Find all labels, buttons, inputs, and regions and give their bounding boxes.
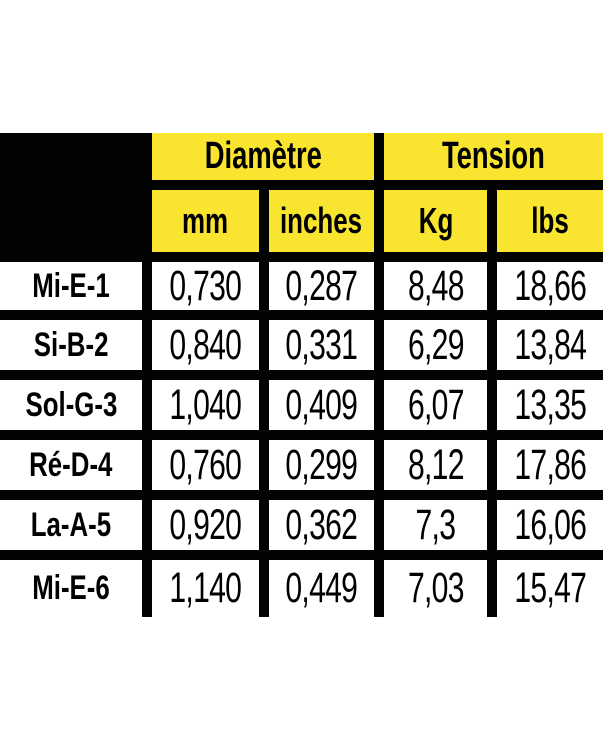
cell-value: 13,35 [514, 380, 587, 429]
cell-value: 0,299 [285, 440, 359, 489]
cell-value: 0,730 [169, 262, 243, 310]
column-header-lbs-label: lbs [531, 200, 569, 241]
string-spec-table: Diamètre Tension mm inches Kg lbs Mi-E-1… [0, 133, 603, 617]
cell-value: 0,449 [285, 564, 359, 612]
cell-kg: 6,29 [384, 320, 487, 370]
cell-value: 0,409 [285, 380, 359, 429]
cell-value: 0,760 [169, 440, 243, 489]
cell-mm: 0,760 [152, 440, 259, 490]
cell-value: 16,06 [514, 500, 587, 549]
cell-inches: 0,409 [269, 380, 374, 430]
cell-mm: 1,140 [152, 560, 259, 617]
cell-value: 1,140 [169, 564, 243, 612]
cell-value: 15,47 [514, 564, 587, 612]
row-label-text: Ré-D-4 [29, 445, 113, 484]
cell-value: 17,86 [514, 440, 587, 489]
column-group-tension: Tension [384, 133, 603, 180]
cell-lbs: 17,86 [497, 440, 603, 490]
cell-kg: 7,03 [384, 560, 487, 617]
cell-value: 0,920 [169, 500, 243, 549]
column-group-tension-label: Tension [442, 135, 545, 177]
cell-lbs: 13,35 [497, 380, 603, 430]
table-corner-cell [0, 133, 142, 252]
column-header-mm: mm [152, 190, 259, 252]
row-label-text: Sol-G-3 [25, 385, 117, 424]
table-row-label: La-A-5 [0, 500, 142, 550]
column-header-lbs: lbs [497, 190, 603, 252]
cell-value: 18,66 [514, 262, 587, 310]
table-row-label: Mi-E-6 [0, 560, 142, 617]
cell-value: 1,040 [169, 380, 243, 429]
cell-mm: 0,730 [152, 262, 259, 310]
label-column-gap-patch [0, 119, 142, 129]
cell-value: 0,331 [285, 320, 359, 369]
cell-value: 0,840 [169, 320, 243, 369]
cell-value: 6,29 [407, 320, 464, 369]
cell-lbs: 16,06 [497, 500, 603, 550]
row-label-text: La-A-5 [30, 505, 112, 544]
cell-inches: 0,449 [269, 560, 374, 617]
column-header-kg-label: Kg [418, 200, 453, 241]
cell-lbs: 18,66 [497, 262, 603, 310]
cell-value: 6,07 [407, 380, 464, 429]
cell-inches: 0,299 [269, 440, 374, 490]
cell-kg: 8,48 [384, 262, 487, 310]
cell-lbs: 13,84 [497, 320, 603, 370]
cell-value: 0,362 [285, 500, 359, 549]
cell-mm: 1,040 [152, 380, 259, 430]
column-header-kg: Kg [384, 190, 487, 252]
column-header-inches: inches [269, 190, 374, 252]
table-row-label: Mi-E-1 [0, 262, 142, 310]
cell-lbs: 15,47 [497, 560, 603, 617]
cell-value: 8,12 [407, 440, 464, 489]
table-row-label: Sol-G-3 [0, 380, 142, 430]
column-group-diametre: Diamètre [152, 133, 374, 180]
row-label-text: Mi-E-6 [32, 569, 110, 607]
column-header-inches-label: inches [280, 200, 363, 241]
column-header-mm-label: mm [182, 200, 229, 241]
cell-value: 7,3 [415, 500, 456, 549]
column-group-diametre-label: Diamètre [204, 135, 322, 177]
cell-kg: 8,12 [384, 440, 487, 490]
cell-kg: 7,3 [384, 500, 487, 550]
cell-value: 0,287 [285, 262, 359, 310]
row-label-text: Si-B-2 [33, 325, 109, 364]
cell-mm: 0,920 [152, 500, 259, 550]
cell-inches: 0,287 [269, 262, 374, 310]
table-row-label: Si-B-2 [0, 320, 142, 370]
cell-mm: 0,840 [152, 320, 259, 370]
table-row-label: Ré-D-4 [0, 440, 142, 490]
cell-kg: 6,07 [384, 380, 487, 430]
cell-value: 8,48 [407, 262, 464, 310]
row-label-text: Mi-E-1 [32, 266, 110, 305]
cell-inches: 0,362 [269, 500, 374, 550]
cell-inches: 0,331 [269, 320, 374, 370]
cell-value: 13,84 [514, 320, 587, 369]
cell-value: 7,03 [407, 564, 464, 612]
